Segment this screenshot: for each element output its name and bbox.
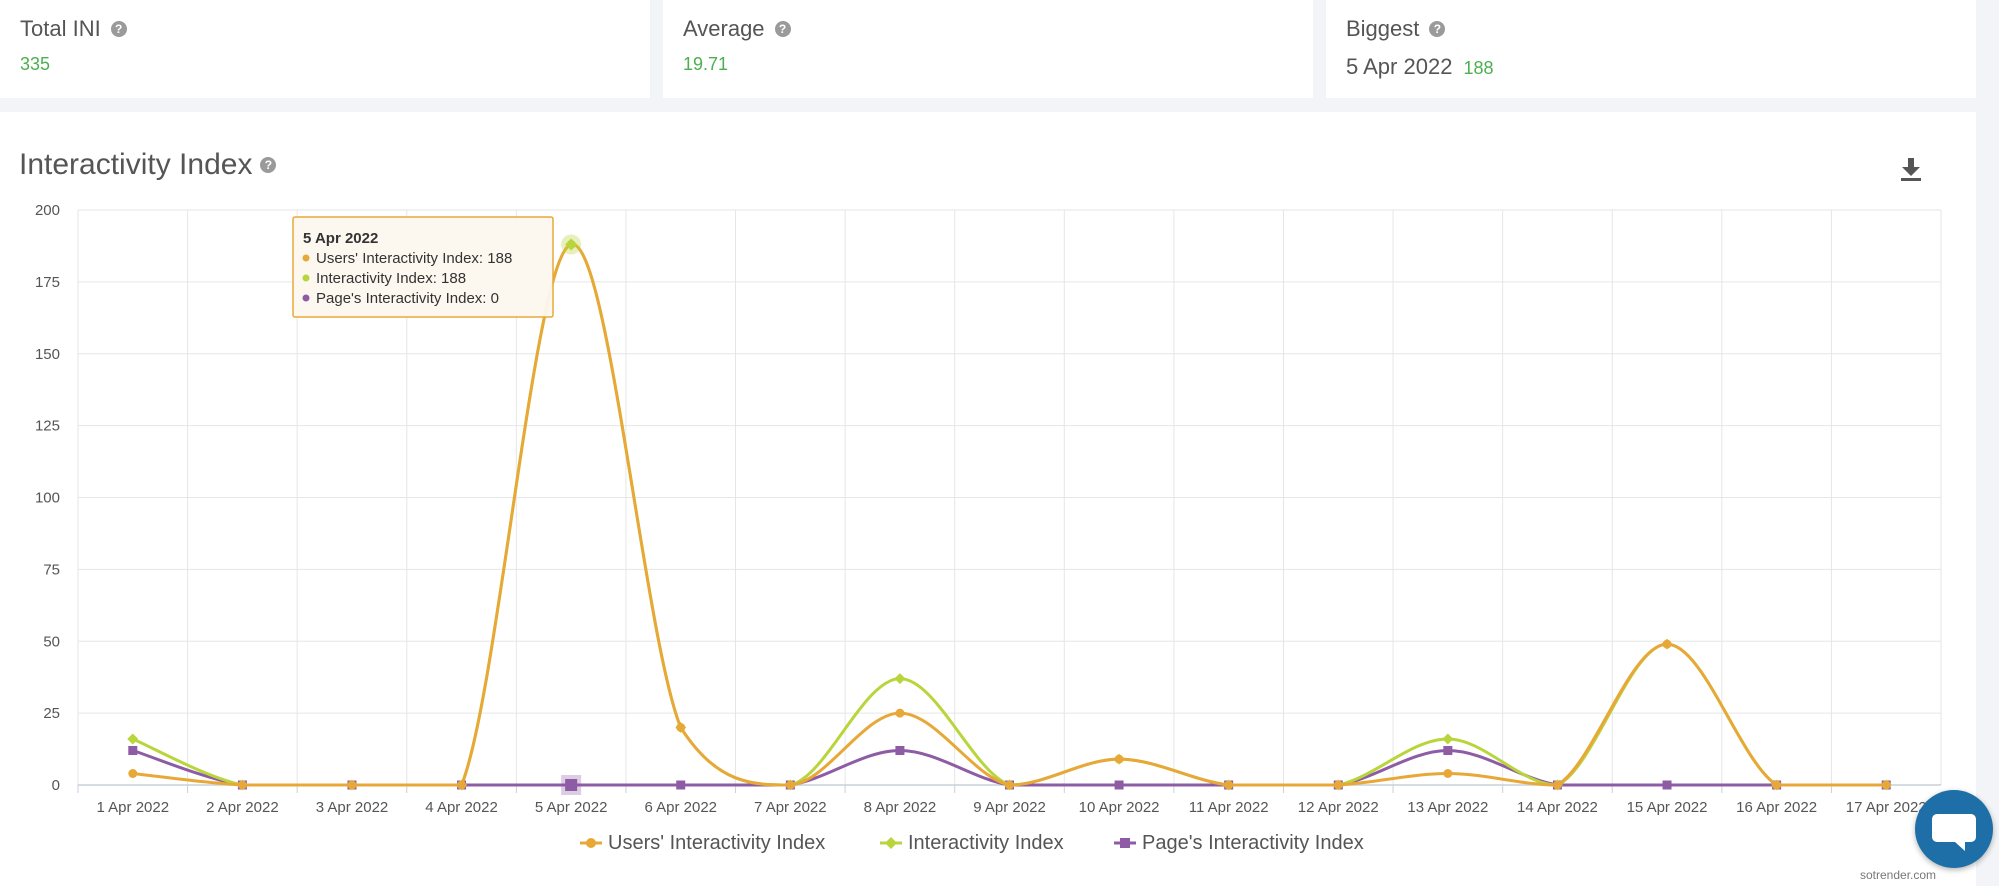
x-tick-label: 10 Apr 2022 <box>1079 799 1160 816</box>
legend-label: Users' Interactivity Index <box>608 832 825 854</box>
tooltip-bullet <box>302 254 310 262</box>
highlight-point-page <box>565 779 578 791</box>
y-tick-label: 150 <box>35 346 60 363</box>
highlight-point <box>565 238 578 251</box>
help-icon[interactable]: ? <box>260 157 277 173</box>
page-s-interactivity-index-point <box>676 780 686 790</box>
users-interactivity-index-point <box>785 780 795 790</box>
stat-card-biggest: Biggest ? 5 Apr 2022 188 <box>1326 0 1976 98</box>
users-interactivity-index-point <box>1662 639 1672 649</box>
y-tick-label: 100 <box>35 490 60 507</box>
y-tick-label: 125 <box>35 418 60 435</box>
users-interactivity-index-point <box>457 780 467 790</box>
chat-bubble-icon <box>1932 814 1976 851</box>
x-tick-label: 5 Apr 2022 <box>535 799 608 816</box>
x-tick-label: 7 Apr 2022 <box>754 799 827 816</box>
help-icon[interactable]: ? <box>110 21 127 37</box>
interactivity-index-point <box>894 673 906 685</box>
y-tick-label: 25 <box>43 705 60 722</box>
users-interactivity-index-point <box>1881 780 1891 790</box>
tooltip-line: Users' Interactivity Index: 188 <box>316 250 512 267</box>
legend-label: Interactivity Index <box>908 832 1064 854</box>
x-tick-label: 8 Apr 2022 <box>864 799 937 816</box>
page-s-interactivity-index-point <box>1443 746 1453 755</box>
users-interactivity-index-point <box>1005 780 1014 790</box>
footer-credit: sotrender.com <box>1860 868 1937 882</box>
page-s-interactivity-index-point <box>1114 780 1124 790</box>
x-tick-label: 13 Apr 2022 <box>1407 799 1488 816</box>
x-tick-label: 17 Apr 2022 <box>1846 799 1927 816</box>
x-tick-label: 12 Apr 2022 <box>1298 799 1379 816</box>
interactivity-index-point <box>1442 733 1454 745</box>
stat-label-average: Average <box>683 16 765 41</box>
users-interactivity-index-point <box>1552 780 1562 790</box>
users-interactivity-index-point <box>347 780 357 790</box>
download-icon[interactable] <box>1899 156 1923 182</box>
chart-panel: Interactivity Index ? 0 25 50 75 100 125 150 17… <box>0 112 1976 886</box>
y-tick-label: 50 <box>43 633 60 650</box>
x-tick-label: 2 Apr 2022 <box>206 799 279 816</box>
help-icon[interactable]: ? <box>774 21 791 37</box>
users-interactivity-index-point <box>1443 769 1453 778</box>
x-tick-label: 3 Apr 2022 <box>316 799 389 816</box>
users-interactivity-index-point <box>237 780 247 790</box>
x-tick-label: 16 Apr 2022 <box>1736 799 1817 816</box>
chart-title: Interactivity Index ? <box>19 148 277 182</box>
x-tick-label: 11 Apr 2022 <box>1189 799 1269 816</box>
tooltip-box <box>292 216 554 318</box>
y-tick-label: 0 <box>52 777 60 794</box>
legend-marker <box>1120 838 1130 848</box>
stat-title-average: Average ? <box>683 16 1293 42</box>
page-s-interactivity-index-point <box>895 746 905 755</box>
legend-marker <box>586 838 596 848</box>
x-tick-label: 9 Apr 2022 <box>973 799 1046 816</box>
users-interactivity-index-point <box>128 769 138 778</box>
interactivity-index-line <box>132 243 1887 787</box>
users-interactivity-index-point <box>1772 780 1782 790</box>
chart-title-text: Interactivity Index <box>19 148 253 181</box>
stat-value-total: 335 <box>20 54 51 74</box>
tooltip-line: Interactivity Index: 188 <box>316 270 466 287</box>
stat-label-biggest: Biggest <box>1346 16 1420 41</box>
x-tick-label: 15 Apr 2022 <box>1627 799 1708 816</box>
users-interactivity-index-line <box>132 243 1887 787</box>
users-interactivity-index-point <box>1114 754 1124 764</box>
tooltip: 5 Apr 2022 Users' Interactivity Index: 18… <box>292 216 554 318</box>
users-interactivity-index-point <box>895 708 905 718</box>
users-interactivity-index-point <box>676 723 686 732</box>
help-icon[interactable]: ? <box>1429 21 1446 37</box>
tooltip-bullet <box>302 294 310 302</box>
x-tick-label: 1 Apr 2022 <box>97 799 170 816</box>
stat-biggest-date: 5 Apr 2022 <box>1346 54 1453 79</box>
chart-svg: 0 25 50 75 100 125 150 175 200 1 Apr 2022 2 Apr 20… <box>35 202 1942 854</box>
legend-marker <box>885 837 897 849</box>
page-s-interactivity-index-point <box>1662 780 1672 790</box>
chat-button[interactable] <box>1915 790 1993 868</box>
tooltip-line: Page's Interactivity Index: 0 <box>316 290 499 307</box>
stat-title-total: Total INI ? <box>20 16 630 42</box>
legend-label: Page's Interactivity Index <box>1142 832 1364 854</box>
stat-value-average: 19.71 <box>683 54 729 74</box>
stat-card-average: Average ? 19.71 <box>663 0 1313 98</box>
stat-label-total: Total INI <box>20 16 101 41</box>
stat-title-biggest: Biggest ? <box>1346 16 1956 42</box>
y-tick-label: 200 <box>35 202 60 219</box>
interactivity-index-point <box>127 733 139 745</box>
tooltip-title: 5 Apr 2022 <box>303 230 378 247</box>
page-s-interactivity-index-point <box>128 746 138 755</box>
x-tick-label: 6 Apr 2022 <box>644 799 717 816</box>
users-interactivity-index-point <box>1333 780 1343 790</box>
stat-value-biggest: 5 Apr 2022 188 <box>1346 54 1956 80</box>
users-interactivity-index-point <box>1224 780 1234 790</box>
y-tick-label: 175 <box>35 274 60 291</box>
y-tick-label: 75 <box>43 561 60 578</box>
x-tick-label: 14 Apr 2022 <box>1517 799 1598 816</box>
stat-card-total: Total INI ? 335 <box>0 0 650 98</box>
x-tick-label: 4 Apr 2022 <box>425 799 498 816</box>
stat-biggest-value: 188 <box>1463 58 1494 78</box>
tooltip-bullet <box>302 274 310 282</box>
